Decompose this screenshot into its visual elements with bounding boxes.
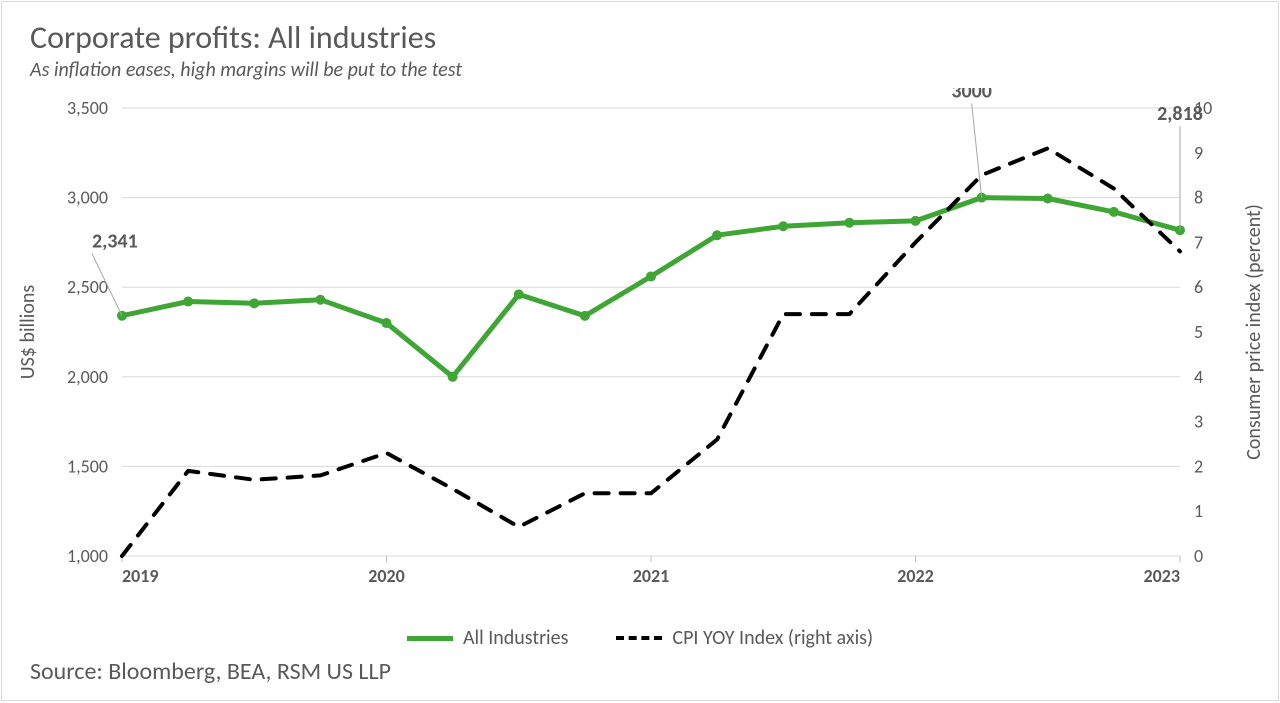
svg-text:2022: 2022 [897, 565, 934, 587]
legend-item-cpi: CPI YOY Index (right axis) [616, 626, 873, 650]
svg-text:7: 7 [1194, 231, 1203, 253]
legend-label: CPI YOY Index (right axis) [672, 626, 873, 650]
svg-text:2020: 2020 [368, 565, 405, 587]
svg-text:2: 2 [1194, 455, 1203, 477]
svg-text:3,500: 3,500 [67, 97, 108, 119]
svg-text:2,500: 2,500 [67, 276, 108, 298]
svg-text:3,000: 3,000 [67, 187, 108, 209]
svg-text:9: 9 [1194, 142, 1203, 164]
svg-text:1,000: 1,000 [67, 545, 108, 567]
svg-text:4: 4 [1194, 366, 1203, 388]
chart-title: Corporate profits: All industries [30, 18, 436, 57]
legend-swatch-dash [616, 636, 662, 640]
svg-text:US$ billions: US$ billions [16, 285, 40, 380]
svg-text:Consumer price index (percent): Consumer price index (percent) [1242, 204, 1266, 460]
svg-text:2019: 2019 [122, 565, 159, 587]
svg-text:1,500: 1,500 [67, 455, 108, 477]
svg-text:2,818: 2,818 [1157, 102, 1203, 126]
legend-swatch-solid [407, 636, 453, 641]
svg-text:2,000: 2,000 [67, 366, 108, 388]
svg-text:2021: 2021 [633, 565, 670, 587]
chart-subtitle: As inflation eases, high margins will be… [30, 58, 462, 82]
legend-label: All Industries [463, 626, 568, 650]
svg-text:5: 5 [1194, 321, 1203, 343]
plot-area: 201920202021202220231,0001,5002,0002,500… [2, 88, 1278, 642]
svg-text:0: 0 [1194, 545, 1203, 567]
legend: All Industries CPI YOY Index (right axis… [2, 626, 1278, 650]
svg-text:3: 3 [1194, 411, 1203, 433]
plot-svg: 201920202021202220231,0001,5002,0002,500… [2, 88, 1280, 644]
svg-text:2023: 2023 [1144, 565, 1181, 587]
chart-frame: Corporate profits: All industries As inf… [1, 1, 1279, 701]
svg-text:3000: 3000 [951, 88, 992, 104]
svg-text:6: 6 [1194, 276, 1203, 298]
legend-item-all-industries: All Industries [407, 626, 568, 650]
source-text: Source: Bloomberg, BEA, RSM US LLP [30, 657, 391, 686]
svg-text:8: 8 [1194, 187, 1203, 209]
svg-text:2,341: 2,341 [92, 230, 138, 254]
svg-text:1: 1 [1194, 500, 1203, 522]
